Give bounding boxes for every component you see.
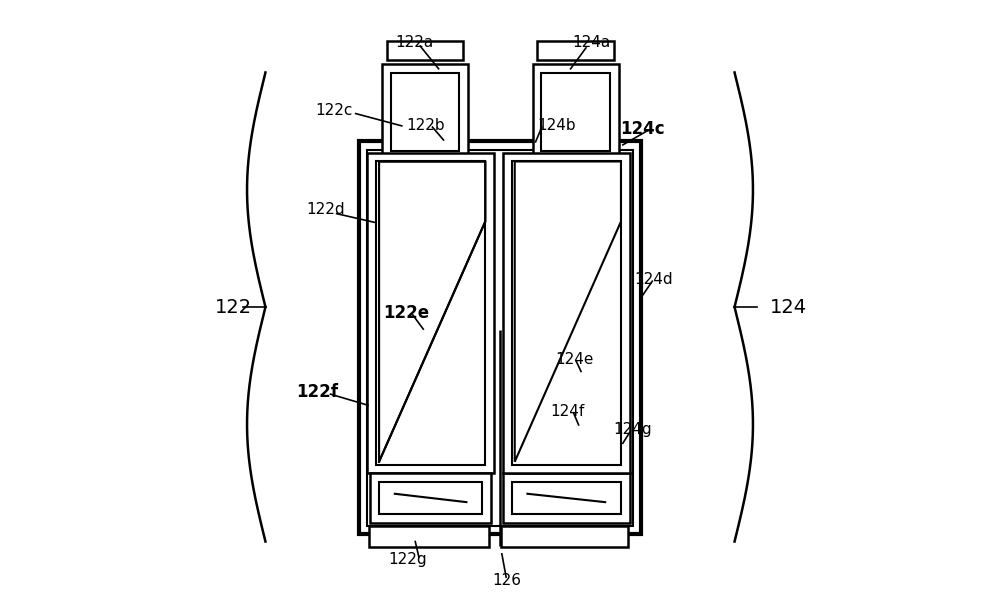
Bar [503, 153, 630, 473]
Text: 122b: 122b [407, 118, 445, 133]
Bar [387, 41, 463, 60]
Bar [391, 73, 459, 151]
Bar [359, 141, 641, 534]
Text: 124f: 124f [550, 404, 585, 419]
Bar [369, 526, 489, 547]
Bar [512, 161, 621, 465]
Text: 124: 124 [770, 298, 807, 316]
Bar [503, 473, 630, 523]
Text: 122g: 122g [388, 553, 427, 567]
Text: 124d: 124d [634, 272, 672, 287]
Text: 122f: 122f [296, 383, 338, 401]
Bar [537, 41, 614, 60]
Polygon shape [379, 161, 485, 462]
Text: 122a: 122a [396, 36, 434, 50]
Text: 122: 122 [214, 298, 252, 316]
Bar [367, 153, 494, 473]
Bar [512, 482, 621, 514]
Text: 124c: 124c [620, 120, 664, 138]
Bar [501, 526, 628, 547]
Bar [367, 150, 633, 526]
Bar [533, 64, 619, 160]
Bar [541, 73, 610, 151]
Bar [382, 64, 468, 160]
Text: 122d: 122d [307, 203, 345, 217]
Text: 124a: 124a [572, 36, 611, 50]
Text: 126: 126 [493, 573, 522, 588]
Bar [379, 482, 482, 514]
Text: 122e: 122e [383, 304, 429, 322]
Text: 124g: 124g [614, 422, 652, 437]
Text: 122c: 122c [316, 103, 353, 118]
Bar [370, 473, 491, 523]
Bar [376, 161, 485, 465]
Text: 124b: 124b [537, 118, 575, 133]
Text: 124e: 124e [555, 352, 594, 367]
Polygon shape [515, 161, 621, 462]
